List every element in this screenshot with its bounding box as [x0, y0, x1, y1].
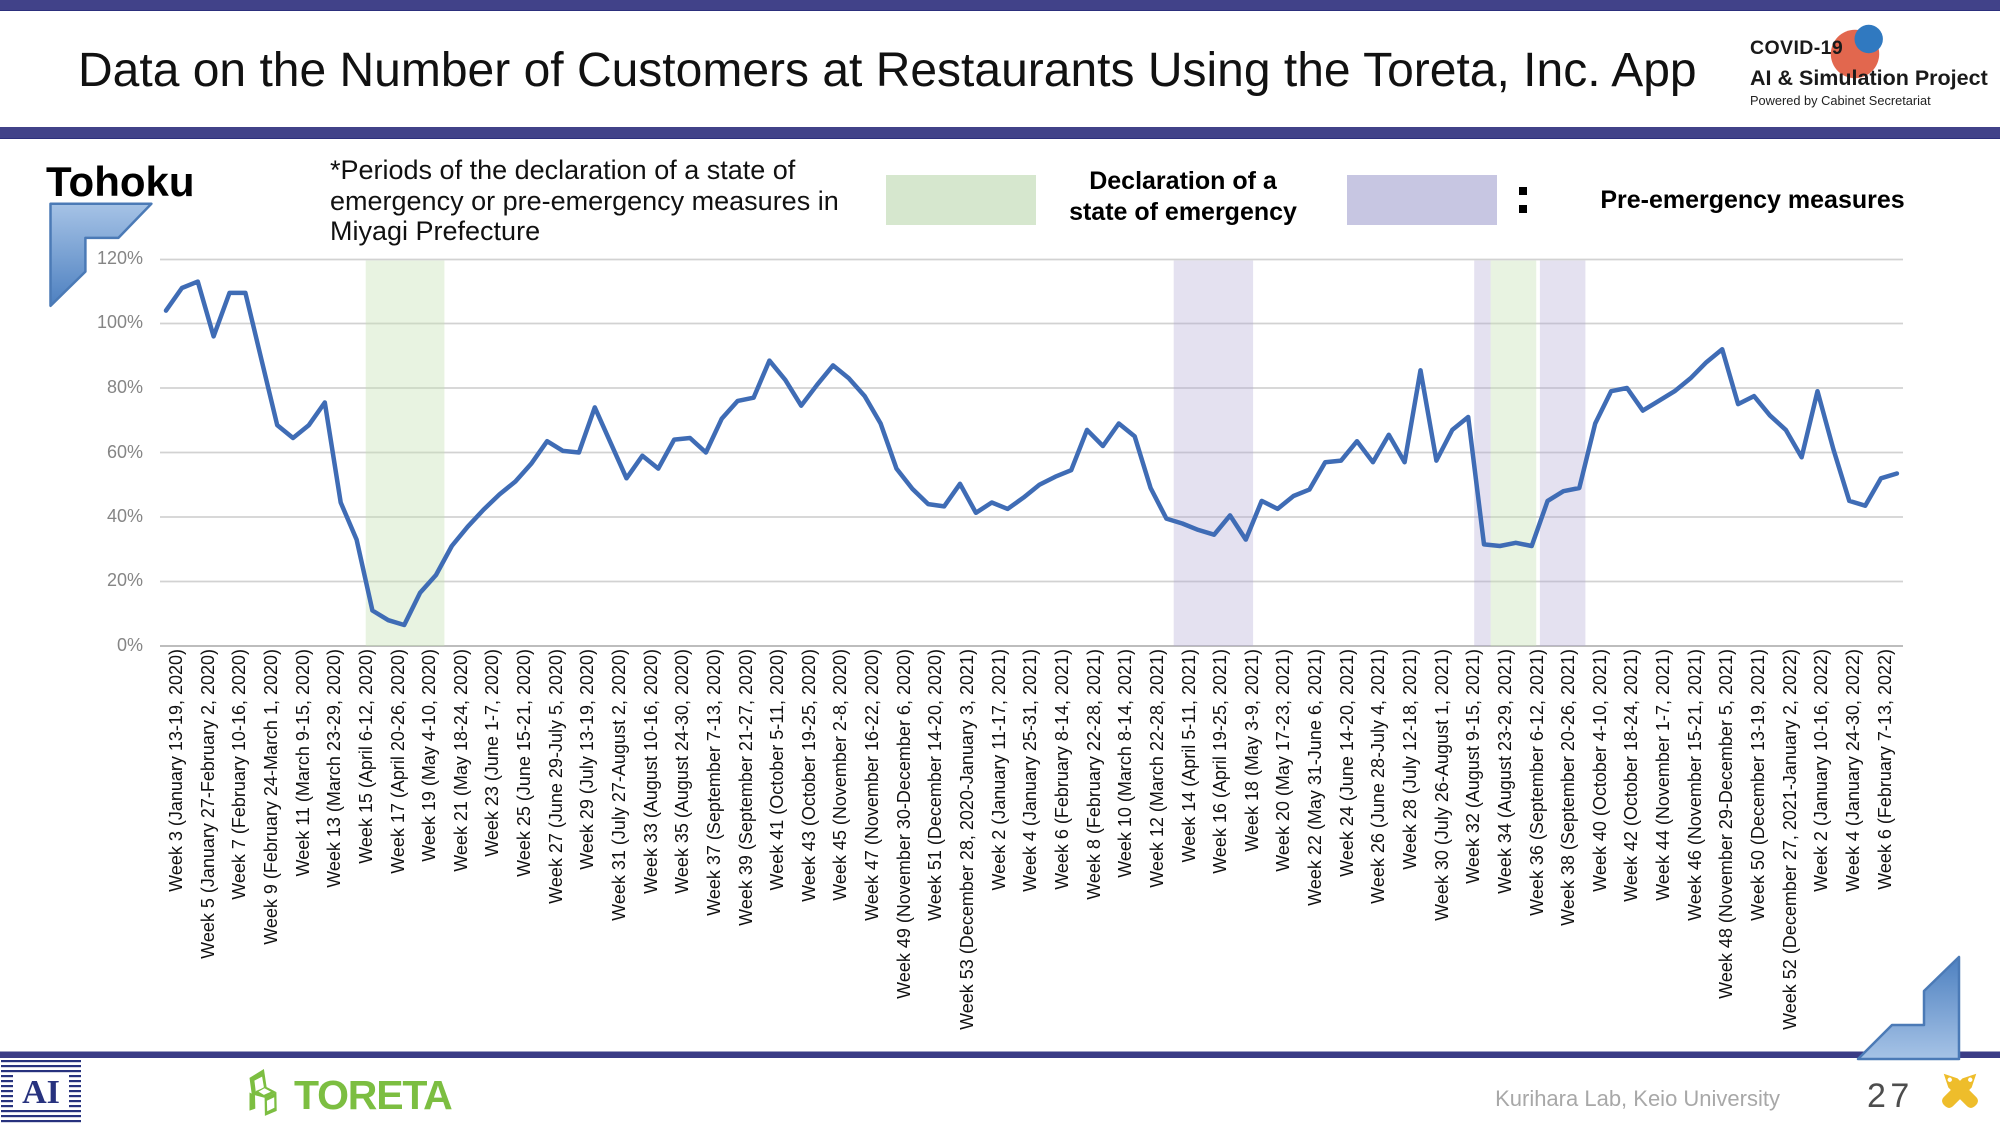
svg-text:AI: AI: [22, 1074, 60, 1111]
